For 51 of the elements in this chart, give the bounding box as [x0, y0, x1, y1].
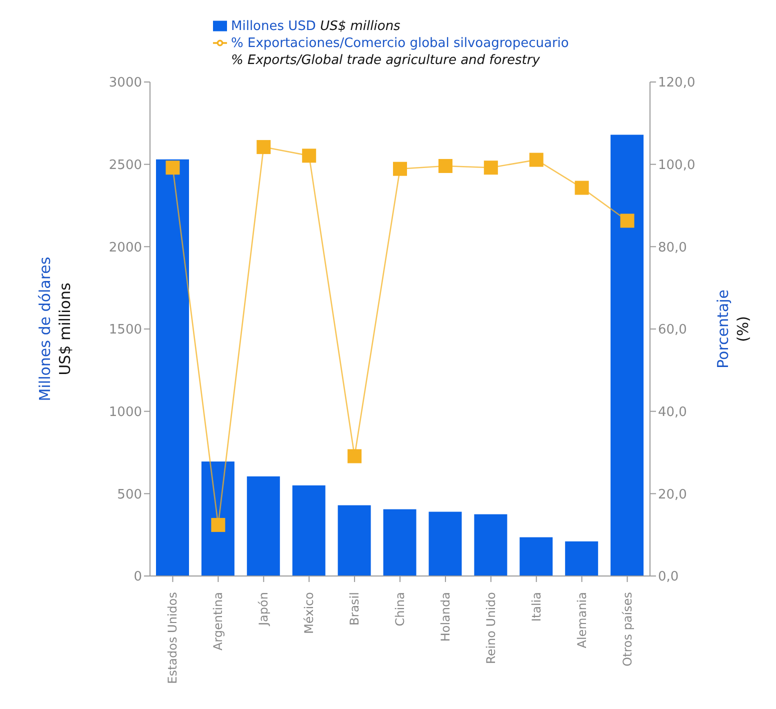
point: [438, 158, 452, 173]
legend-label: Millones USD US$ millions: [231, 19, 400, 34]
point: [620, 214, 634, 228]
point: [484, 160, 498, 175]
y-tick-label: 1000: [108, 404, 142, 420]
y-tick-label: 0: [134, 570, 142, 585]
x-tick-label: Reino Unido: [484, 592, 498, 664]
point: [166, 160, 180, 175]
y2-tick-label: 20,0: [658, 487, 687, 502]
point: [348, 449, 362, 464]
y-tick-label: 2500: [108, 158, 142, 173]
bar: [383, 509, 416, 576]
x-tick-label: Otros países: [620, 592, 634, 666]
bar: [474, 514, 508, 576]
legend-label: % Exportaciones/Comercio global silvoagropecuario % Exports/Global trade agriculture and forestry: [231, 35, 569, 69]
y-tick-label: 500: [117, 487, 142, 502]
bar: [428, 512, 462, 576]
bar: [520, 537, 553, 576]
x-tick-label: Estados Unidos: [166, 592, 180, 684]
y-tick-label: 3000: [108, 76, 142, 91]
y-axis-title: Millones de dólares US$ millions: [36, 256, 74, 402]
y-tick-label: 1500: [108, 322, 142, 338]
bar: [292, 485, 326, 576]
y2-tick-label: 120,0: [658, 76, 696, 91]
y2-axis-title: Porcentaje (%): [714, 290, 752, 368]
y2-tick-label: 0,0: [658, 570, 679, 585]
x-tick-label: Holanda: [438, 592, 452, 642]
bar: [565, 541, 598, 576]
bar: [156, 159, 189, 576]
x-tick-label: Brasil: [348, 592, 362, 626]
bar: [246, 476, 280, 576]
x-tick-label: Japón: [256, 592, 271, 626]
point: [393, 162, 407, 176]
y2-tick-label: 100,0: [658, 158, 696, 173]
y2-tick-label: 80,0: [658, 240, 687, 256]
x-tick-label: Argentina: [211, 592, 226, 651]
point: [211, 518, 226, 532]
point: [574, 180, 589, 195]
y2-tick-label: 40,0: [658, 404, 687, 420]
bar: [610, 134, 644, 576]
point: [256, 140, 271, 154]
point: [529, 152, 544, 167]
x-tick-label: Italia: [529, 592, 544, 622]
x-tick-label: Alemania: [574, 592, 589, 648]
y2-tick-label: 60,0: [658, 322, 687, 338]
bar: [338, 505, 371, 576]
x-tick-label: China: [393, 592, 407, 626]
point: [302, 148, 316, 163]
bar: [201, 462, 234, 576]
x-tick-label: México: [302, 592, 316, 634]
y-tick-label: 2000: [108, 240, 142, 256]
